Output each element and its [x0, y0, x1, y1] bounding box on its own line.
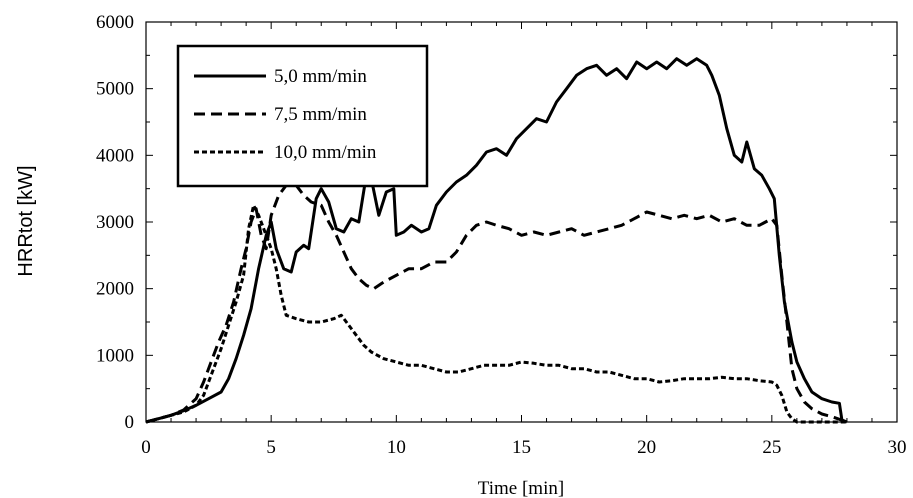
series-line-3	[145, 203, 847, 424]
y-tick-label: 5000	[96, 79, 134, 100]
legend-box	[176, 44, 429, 188]
x-tick-label: 5	[266, 437, 276, 458]
x-tick-label: 10	[387, 437, 406, 458]
legend-label-series-2: 7,5 mm/min	[274, 104, 367, 125]
plot-frame	[145, 21, 898, 423]
y-tick-label: 2000	[96, 279, 134, 300]
x-tick-label: 25	[762, 437, 781, 458]
x-tick-label: 20	[637, 437, 656, 458]
y-tick-label: 3000	[96, 212, 134, 233]
legend: 5,0 mm/min 7,5 mm/min 10,0 mm/min	[176, 44, 429, 188]
legend-label-series-3: 10,0 mm/min	[274, 142, 377, 163]
y-tick-labels: 0 1000 2000 3000 4000 5000 6000	[96, 12, 134, 433]
y-axis-title: HRRtot [kW]	[15, 165, 37, 276]
series-lines	[145, 57, 848, 424]
y-tick-label: 1000	[96, 345, 134, 366]
y-tick-label: 0	[125, 412, 135, 433]
x-tick-label: 15	[512, 437, 531, 458]
x-tick-labels: 0 5 10 15 20 25 30	[141, 437, 906, 458]
y-tick-label: 4000	[96, 145, 134, 166]
x-axis-title: Time [min]	[478, 478, 564, 498]
axis-ticks	[145, 21, 898, 423]
series-line-1	[145, 57, 848, 424]
y-tick-label: 6000	[96, 12, 134, 33]
x-tick-label: 0	[141, 437, 151, 458]
legend-label-series-1: 5,0 mm/min	[274, 66, 367, 87]
x-tick-label: 30	[888, 437, 907, 458]
